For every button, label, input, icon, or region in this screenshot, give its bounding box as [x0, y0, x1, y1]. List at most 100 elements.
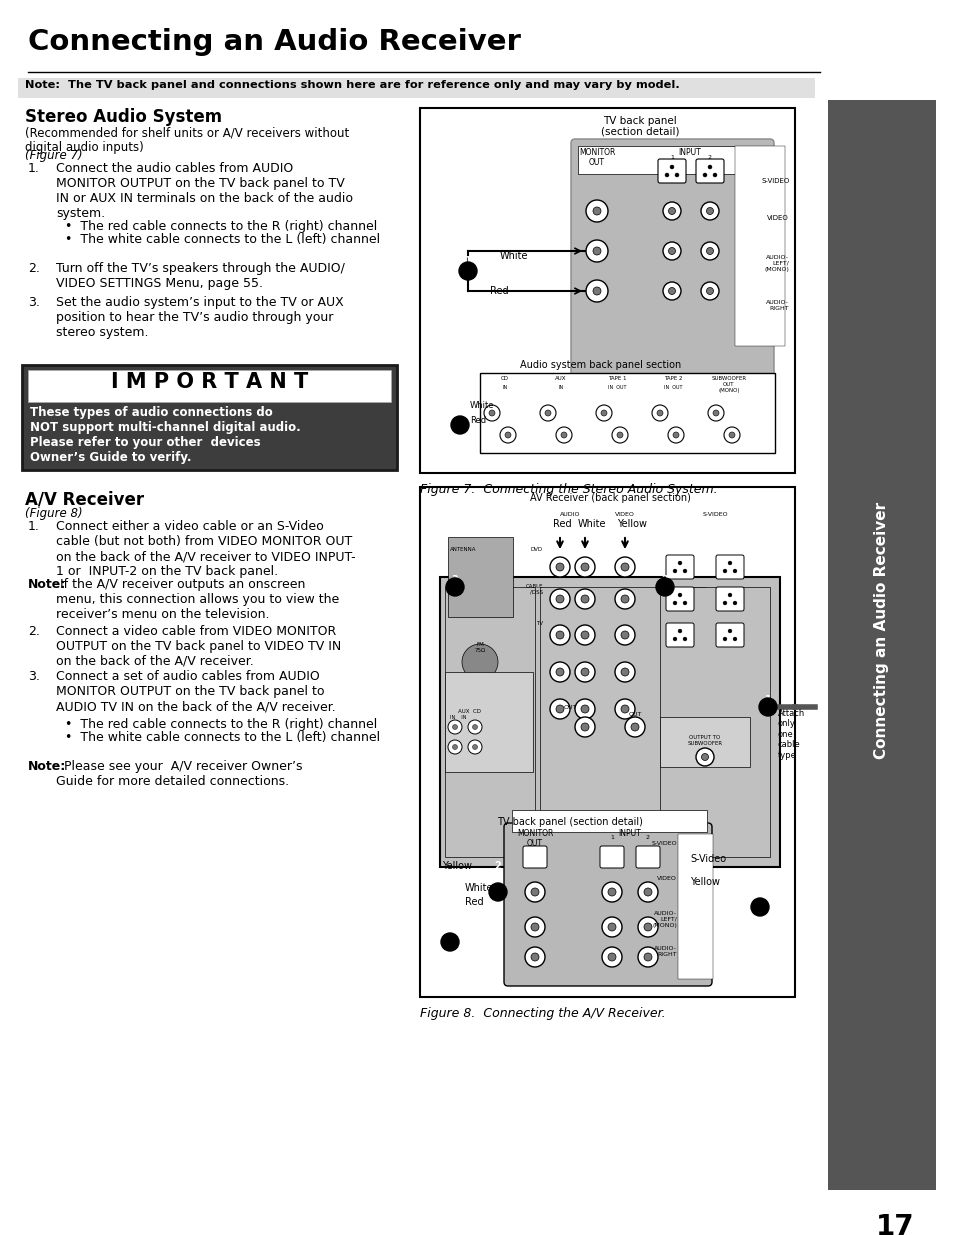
Circle shape: [593, 287, 600, 295]
Text: Audio system back panel section: Audio system back panel section: [519, 359, 680, 370]
Text: (Figure 8): (Figure 8): [25, 508, 83, 520]
FancyBboxPatch shape: [716, 587, 743, 611]
Circle shape: [662, 242, 680, 261]
Circle shape: [722, 637, 726, 641]
Circle shape: [656, 578, 673, 597]
Text: S-Video: S-Video: [689, 853, 725, 864]
Text: IN    IN: IN IN: [450, 715, 466, 720]
Circle shape: [732, 637, 737, 641]
Circle shape: [668, 247, 675, 254]
Text: VIDEO: VIDEO: [615, 513, 635, 517]
Text: Yellow: Yellow: [441, 861, 472, 871]
Circle shape: [728, 432, 734, 438]
Circle shape: [706, 288, 713, 294]
FancyBboxPatch shape: [18, 78, 814, 98]
Circle shape: [727, 629, 731, 634]
Circle shape: [607, 953, 616, 961]
Text: IN  OUT: IN OUT: [607, 385, 625, 390]
Circle shape: [556, 668, 563, 676]
Circle shape: [593, 247, 600, 254]
Text: AUX  CD: AUX CD: [457, 709, 480, 714]
Circle shape: [669, 165, 673, 169]
FancyBboxPatch shape: [444, 672, 533, 772]
Text: 2: 2: [707, 156, 711, 161]
Circle shape: [472, 725, 477, 730]
Circle shape: [593, 207, 600, 215]
Circle shape: [556, 563, 563, 571]
Text: AUDIO-
RIGHT: AUDIO- RIGHT: [654, 946, 677, 957]
Circle shape: [585, 280, 607, 303]
Circle shape: [556, 427, 572, 443]
Circle shape: [624, 718, 644, 737]
Circle shape: [580, 563, 588, 571]
Text: Figure 7.  Connecting the Stereo Audio System.: Figure 7. Connecting the Stereo Audio Sy…: [419, 483, 717, 496]
FancyBboxPatch shape: [716, 555, 743, 579]
Circle shape: [601, 882, 621, 902]
Text: Connect a set of audio cables from AUDIO
MONITOR OUTPUT on the TV back panel to
: Connect a set of audio cables from AUDIO…: [56, 671, 335, 713]
Circle shape: [668, 288, 675, 294]
Circle shape: [575, 557, 595, 577]
Text: IN  OUT: IN OUT: [663, 385, 681, 390]
Circle shape: [638, 918, 658, 937]
Circle shape: [706, 207, 713, 215]
Text: 2: 2: [661, 576, 668, 585]
Text: S-VIDEO: S-VIDEO: [701, 513, 727, 517]
Text: 1: 1: [756, 882, 762, 892]
Text: Connect either a video cable or an S-Video
cable (but not both) from VIDEO MONIT: Connect either a video cable or an S-Vid…: [56, 520, 355, 578]
Circle shape: [732, 569, 737, 573]
Circle shape: [556, 705, 563, 713]
Text: INPUT: INPUT: [618, 829, 640, 839]
Text: DVD: DVD: [530, 547, 542, 552]
Text: TV back panel: TV back panel: [602, 116, 677, 126]
Text: ANTENNA: ANTENNA: [450, 547, 476, 552]
Circle shape: [580, 631, 588, 638]
Circle shape: [461, 643, 497, 680]
Circle shape: [615, 662, 635, 682]
Text: Note:  The TV back panel and connections shown here are for reference only and m: Note: The TV back panel and connections …: [25, 80, 679, 90]
Text: 3: 3: [446, 897, 453, 906]
FancyBboxPatch shape: [659, 587, 769, 857]
Text: 3: 3: [451, 576, 457, 585]
FancyBboxPatch shape: [734, 146, 784, 346]
FancyBboxPatch shape: [28, 370, 391, 403]
Text: SUBWOOFER
OUT
(MONO): SUBWOOFER OUT (MONO): [711, 375, 746, 393]
Text: Red: Red: [553, 519, 571, 529]
FancyBboxPatch shape: [665, 555, 693, 579]
Circle shape: [700, 753, 708, 761]
Circle shape: [468, 740, 481, 755]
FancyBboxPatch shape: [444, 587, 535, 857]
Text: (section detail): (section detail): [600, 127, 679, 137]
Text: White: White: [464, 883, 493, 893]
Text: Connecting an Audio Receiver: Connecting an Audio Receiver: [28, 28, 520, 56]
Text: 2: 2: [494, 861, 501, 871]
Circle shape: [707, 165, 711, 169]
Circle shape: [620, 563, 628, 571]
Text: •  The red cable connects to the R (right) channel: • The red cable connects to the R (right…: [65, 718, 376, 731]
Text: Stereo Audio System: Stereo Audio System: [25, 107, 222, 126]
Circle shape: [472, 745, 477, 750]
Circle shape: [580, 722, 588, 731]
Circle shape: [499, 427, 516, 443]
Text: (Recommended for shelf units or A/V receivers without
digital audio inputs): (Recommended for shelf units or A/V rece…: [25, 126, 349, 154]
Circle shape: [539, 405, 556, 421]
Circle shape: [524, 947, 544, 967]
Text: 1: 1: [763, 695, 771, 705]
Circle shape: [560, 432, 566, 438]
Text: 1.: 1.: [28, 520, 40, 534]
Circle shape: [504, 432, 511, 438]
Text: 1.: 1.: [28, 162, 40, 175]
Text: AUDIO-
LEFT/
(MONO): AUDIO- LEFT/ (MONO): [652, 911, 677, 927]
Circle shape: [732, 601, 737, 605]
Text: 1: 1: [456, 415, 463, 425]
FancyBboxPatch shape: [22, 366, 396, 471]
Circle shape: [615, 557, 635, 577]
FancyBboxPatch shape: [636, 846, 659, 868]
Circle shape: [638, 947, 658, 967]
FancyBboxPatch shape: [522, 846, 546, 868]
Circle shape: [678, 593, 681, 597]
Text: TAPE 2: TAPE 2: [663, 375, 681, 382]
Circle shape: [615, 699, 635, 719]
Text: Connecting an Audio Receiver: Connecting an Audio Receiver: [874, 501, 888, 758]
Circle shape: [700, 242, 719, 261]
Circle shape: [664, 173, 668, 177]
